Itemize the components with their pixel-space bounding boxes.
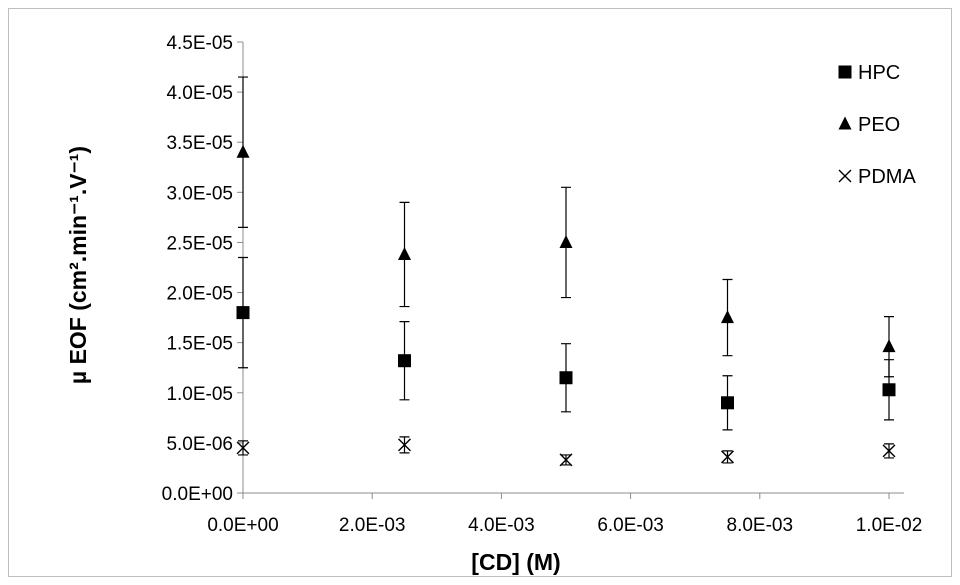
x-tick-label: 1.0E-02 bbox=[856, 515, 923, 536]
y-tick-label: 2.5E-05 bbox=[166, 233, 233, 254]
x-tick-label: 0.0E+00 bbox=[207, 515, 278, 536]
legend-marker-hpc bbox=[838, 65, 852, 79]
y-tick-label: 4.5E-05 bbox=[166, 33, 233, 54]
x-tick-label: 8.0E-03 bbox=[727, 515, 794, 536]
legend-marker-peo bbox=[838, 116, 852, 130]
legend-item-hpc: HPC bbox=[838, 62, 900, 84]
peo-point bbox=[882, 339, 896, 353]
peo-point bbox=[236, 144, 250, 158]
pdma-point bbox=[721, 450, 734, 464]
y-tick-label: 5.0E-06 bbox=[166, 434, 233, 455]
y-tick-label: 1.0E-05 bbox=[166, 384, 233, 405]
series-pdma bbox=[236, 436, 896, 467]
pdma-point bbox=[559, 453, 573, 467]
x-axis: 0.0E+00 2.0E-03 4.0E-03 6.0E-03 8.0E-03 1.0E-… bbox=[207, 492, 923, 536]
peo-point bbox=[559, 234, 573, 248]
x-tick-label: 2.0E-03 bbox=[339, 515, 406, 536]
pdma-point bbox=[236, 441, 250, 455]
y-tick-label: 0.0E+00 bbox=[162, 484, 233, 505]
plot-area bbox=[236, 76, 896, 467]
y-tick-label: 1.5E-05 bbox=[166, 334, 233, 355]
y-axis-title: µ EOF (cm².min⁻¹.V⁻¹) bbox=[65, 146, 91, 384]
x-tick-label: 6.0E-03 bbox=[597, 515, 664, 536]
series-hpc bbox=[236, 256, 896, 431]
hpc-point bbox=[236, 306, 250, 320]
peo-point bbox=[398, 246, 411, 260]
y-axis: 0.0E+00 5.0E-06 1.0E-05 1.5E-05 2.0E-05 2.5E-… bbox=[162, 33, 244, 505]
hpc-point bbox=[398, 354, 411, 368]
hpc-point bbox=[559, 371, 573, 385]
hpc-point bbox=[882, 383, 896, 397]
y-tick-label: 4.0E-05 bbox=[166, 83, 233, 104]
legend-label-peo: PEO bbox=[858, 114, 900, 136]
y-tick-label: 3.0E-05 bbox=[166, 183, 233, 204]
y-tick-label: 2.0E-05 bbox=[166, 284, 233, 305]
pdma-point bbox=[398, 438, 411, 452]
chart-frame bbox=[8, 8, 952, 577]
hpc-point bbox=[721, 396, 734, 410]
legend-marker-pdma bbox=[838, 169, 852, 183]
pdma-point bbox=[882, 444, 896, 458]
legend-label-pdma: PDMA bbox=[858, 166, 916, 188]
x-axis-title: [CD] (M) bbox=[471, 549, 560, 575]
peo-point bbox=[721, 310, 734, 324]
legend-label-hpc: HPC bbox=[858, 62, 900, 84]
legend-item-pdma: PDMA bbox=[838, 166, 916, 188]
series-peo bbox=[236, 76, 896, 378]
legend: HPC PEO PDMA bbox=[838, 62, 916, 188]
x-tick-label: 4.0E-03 bbox=[468, 515, 535, 536]
y-tick-label: 3.5E-05 bbox=[166, 133, 233, 154]
legend-item-peo: PEO bbox=[838, 114, 900, 136]
